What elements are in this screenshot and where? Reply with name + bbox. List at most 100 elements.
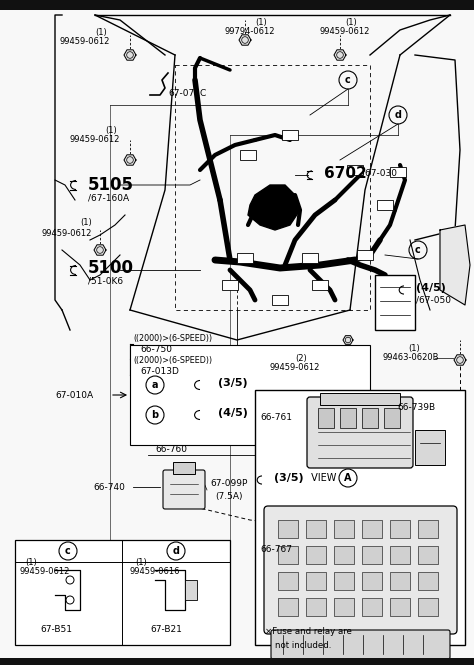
Text: 66-750: 66-750 xyxy=(140,344,172,354)
Text: 66-740: 66-740 xyxy=(93,483,125,491)
Bar xyxy=(312,280,328,290)
Bar xyxy=(375,275,415,330)
Text: (1): (1) xyxy=(135,557,147,567)
Bar xyxy=(334,520,354,538)
Text: 6702: 6702 xyxy=(324,166,367,180)
Text: /67-050: /67-050 xyxy=(416,295,451,305)
Text: /67-160A: /67-160A xyxy=(88,194,129,203)
Polygon shape xyxy=(139,590,151,600)
Text: (1): (1) xyxy=(105,126,117,134)
Bar xyxy=(255,390,465,645)
Bar xyxy=(390,572,410,590)
Bar xyxy=(362,572,382,590)
Text: (1): (1) xyxy=(345,17,357,27)
Text: 99459-0612: 99459-0612 xyxy=(270,364,320,372)
Text: a: a xyxy=(152,380,158,390)
Polygon shape xyxy=(343,336,353,344)
Polygon shape xyxy=(314,365,326,375)
Bar xyxy=(320,393,400,405)
Bar xyxy=(334,546,354,564)
Polygon shape xyxy=(36,575,48,585)
Text: (4/5): (4/5) xyxy=(218,408,248,418)
Bar xyxy=(334,598,354,616)
Text: 67-010A: 67-010A xyxy=(55,390,93,400)
Text: (1): (1) xyxy=(80,219,92,227)
Text: d: d xyxy=(394,110,401,120)
Polygon shape xyxy=(440,225,470,305)
Bar xyxy=(418,546,438,564)
Bar xyxy=(173,462,195,474)
Bar xyxy=(306,572,326,590)
Text: (2): (2) xyxy=(295,354,307,362)
Bar xyxy=(390,546,410,564)
Text: (4/5): (4/5) xyxy=(416,283,446,293)
Bar xyxy=(278,572,298,590)
Text: 67-013D: 67-013D xyxy=(140,366,179,376)
Polygon shape xyxy=(248,185,300,230)
Bar xyxy=(237,253,253,263)
Polygon shape xyxy=(454,355,466,365)
Bar xyxy=(390,520,410,538)
Bar xyxy=(306,546,326,564)
Polygon shape xyxy=(94,245,106,255)
Bar xyxy=(306,598,326,616)
Text: (3/5): (3/5) xyxy=(218,378,247,388)
Polygon shape xyxy=(124,50,136,61)
FancyBboxPatch shape xyxy=(163,470,205,509)
Text: 99459-0612: 99459-0612 xyxy=(60,37,110,47)
Bar xyxy=(334,572,354,590)
Text: (7.5A): (7.5A) xyxy=(215,491,243,501)
Text: (3/5): (3/5) xyxy=(274,473,304,483)
Bar xyxy=(0,0,474,10)
Bar xyxy=(282,130,298,140)
Bar xyxy=(15,540,230,645)
Text: 66-761: 66-761 xyxy=(260,414,292,422)
Bar xyxy=(130,345,370,445)
Text: 67-071C: 67-071C xyxy=(168,88,206,98)
Bar xyxy=(278,546,298,564)
Bar xyxy=(240,150,256,160)
Text: VIEW: VIEW xyxy=(308,473,337,483)
Bar xyxy=(0,658,474,665)
Polygon shape xyxy=(334,50,346,61)
Bar xyxy=(357,250,373,260)
Text: b: b xyxy=(151,410,159,420)
Text: 99459-0612: 99459-0612 xyxy=(70,136,120,144)
Text: c: c xyxy=(65,546,71,556)
Bar xyxy=(390,167,406,177)
Bar xyxy=(362,598,382,616)
Bar xyxy=(377,200,393,210)
Text: 5105: 5105 xyxy=(88,176,134,194)
Text: (1): (1) xyxy=(255,17,267,27)
Bar xyxy=(272,295,288,305)
Text: 99459-0616: 99459-0616 xyxy=(130,567,181,577)
Bar xyxy=(415,430,445,465)
FancyBboxPatch shape xyxy=(271,630,450,659)
Bar xyxy=(302,253,318,263)
Text: not included.: not included. xyxy=(275,640,331,650)
Text: 66-767: 66-767 xyxy=(260,545,292,555)
Bar xyxy=(278,598,298,616)
Polygon shape xyxy=(239,35,251,45)
Text: A: A xyxy=(344,473,352,483)
Polygon shape xyxy=(124,155,136,165)
Text: c: c xyxy=(345,75,351,85)
Text: 99463-0620B: 99463-0620B xyxy=(383,354,439,362)
Text: 99794-0612: 99794-0612 xyxy=(225,27,275,37)
Text: 99459-0612: 99459-0612 xyxy=(320,27,370,37)
Bar xyxy=(278,520,298,538)
Bar xyxy=(222,280,238,290)
Bar xyxy=(390,598,410,616)
Text: 99459-0612: 99459-0612 xyxy=(20,567,70,577)
Bar xyxy=(418,598,438,616)
Text: d: d xyxy=(173,546,180,556)
Text: 5100: 5100 xyxy=(88,259,134,277)
Bar xyxy=(418,572,438,590)
Bar xyxy=(362,546,382,564)
Bar xyxy=(340,408,356,428)
Text: ((2000)>(6-SPEED)): ((2000)>(6-SPEED)) xyxy=(133,356,212,364)
Bar xyxy=(306,520,326,538)
FancyBboxPatch shape xyxy=(307,397,413,468)
Text: (1): (1) xyxy=(95,27,107,37)
Text: 99459-0612: 99459-0612 xyxy=(42,229,92,237)
